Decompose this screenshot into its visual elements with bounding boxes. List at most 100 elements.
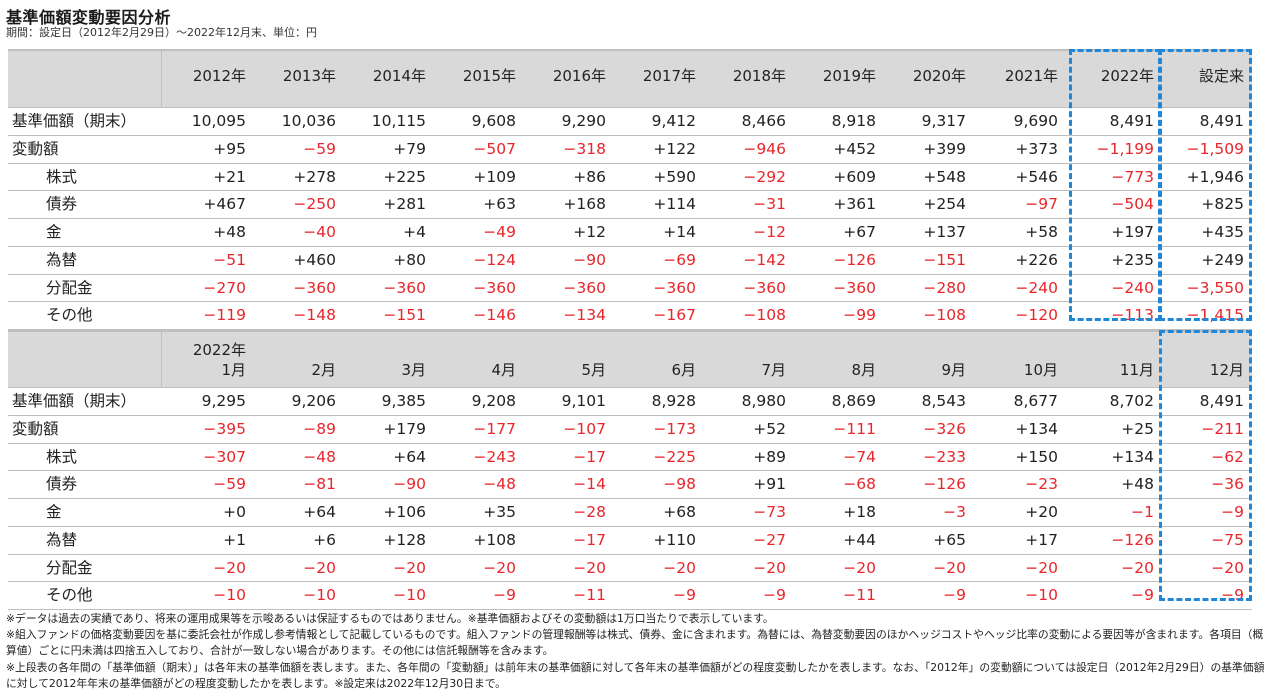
table-cell: −250 (293, 195, 336, 214)
table-cell: 9,690 (1013, 112, 1058, 130)
table-cell: −146 (473, 306, 516, 325)
table-cell: −59 (213, 475, 246, 494)
table-cell: −9 (673, 586, 696, 605)
table-cell: +179 (383, 419, 426, 438)
table-cell: −20 (1025, 558, 1058, 577)
table-cell: −240 (1015, 278, 1058, 297)
table-cell: −151 (923, 250, 966, 269)
table-cell: −113 (1111, 306, 1154, 325)
table-cell: −14 (573, 475, 606, 494)
table-cell: 9,385 (381, 392, 426, 410)
table-cell: −3,550 (1186, 278, 1244, 297)
monthly-column-header: 5月 (581, 361, 606, 379)
table-cell: −98 (663, 475, 696, 494)
table-cell: −20 (1121, 558, 1154, 577)
table-cell: −75 (1211, 530, 1244, 549)
row-label: 変動額 (12, 419, 59, 438)
table-cell: −111 (833, 419, 876, 438)
table-cell: +137 (923, 223, 966, 241)
table-cell: 9,290 (561, 112, 606, 130)
table-cell: −1,415 (1186, 306, 1244, 325)
footnote-1: ※データは過去の実績であり、将来の運用成果等を示唆あるいは保証するものではありま… (6, 612, 774, 625)
table-cell: −126 (833, 250, 876, 269)
monthly-table-row: 基準価額（期末） 9,295 9,206 9,385 9,208 9,101 8,928 8,… (8, 388, 1252, 416)
table-cell: −177 (473, 419, 516, 438)
table-cell: −360 (473, 278, 516, 297)
table-cell: +44 (843, 530, 876, 549)
table-cell: −126 (923, 475, 966, 494)
table-cell: −280 (923, 278, 966, 297)
table-cell: −49 (483, 223, 516, 241)
table-cell: −69 (663, 250, 696, 269)
row-label: 債券 (46, 195, 78, 214)
table-cell: +546 (1015, 167, 1058, 186)
table-cell: +48 (213, 223, 246, 241)
table-cell: +25 (1121, 419, 1154, 438)
table-cell: −395 (203, 419, 246, 438)
table-cell: +548 (923, 167, 966, 186)
annual-column-header: 2012年 (192, 67, 246, 85)
table-cell: −17 (573, 447, 606, 466)
footnotes: ※データは過去の実績であり、将来の運用成果等を示唆あるいは保証するものではありま… (6, 611, 1274, 692)
table-cell: −11 (843, 586, 876, 605)
table-cell: +128 (383, 530, 426, 549)
table-cell: +281 (383, 195, 426, 214)
table-cell: 10,095 (191, 112, 246, 130)
table-cell: −48 (483, 475, 516, 494)
table-cell: 10,036 (281, 112, 336, 130)
row-label: 分配金 (46, 278, 93, 297)
table-cell: −119 (203, 306, 246, 325)
table-cell: +134 (1015, 419, 1058, 438)
annual-column-header: 2014年 (372, 67, 426, 85)
table-cell: −59 (303, 139, 336, 158)
table-cell: 9,608 (471, 112, 516, 130)
annual-column-header: 2013年 (282, 67, 336, 85)
row-label: その他 (46, 586, 93, 605)
table-cell: −10 (303, 586, 336, 605)
table-cell: −9 (1221, 586, 1244, 605)
table-cell: −20 (393, 558, 426, 577)
table-cell: +109 (473, 167, 516, 186)
table-cell: 9,295 (201, 392, 246, 410)
table-cell: +35 (483, 503, 516, 521)
page-subtitle: 期間：設定日（2012年2月29日）〜2022年12月末、単位：円 (6, 26, 317, 39)
row-label: 債券 (46, 475, 78, 494)
table-cell: −108 (923, 306, 966, 325)
table-cell: +435 (1201, 223, 1244, 241)
monthly-column-header: 1月 (221, 361, 246, 379)
table-cell: −48 (303, 447, 336, 466)
table-cell: −74 (843, 447, 876, 466)
row-label: 基準価額（期末） (12, 112, 137, 130)
table-cell: −68 (843, 475, 876, 494)
row-label: 金 (46, 503, 62, 521)
table-cell: −31 (753, 195, 786, 214)
table-cell: 8,543 (921, 392, 966, 410)
table-cell: +68 (663, 503, 696, 521)
table-cell: −1,199 (1096, 139, 1154, 158)
monthly-table-row: 株式 −307 −48 +64 −243 −17 −225 +89 −74 −233 +150 +13… (8, 444, 1252, 472)
table-cell: −51 (213, 250, 246, 269)
table-cell: −20 (303, 558, 336, 577)
table-cell: −20 (213, 558, 246, 577)
table-cell: +110 (653, 530, 696, 549)
monthly-column-header: 2月 (311, 361, 336, 379)
header-separator (161, 332, 162, 387)
table-cell: −9 (943, 586, 966, 605)
table-cell: 9,317 (921, 112, 966, 130)
table-cell: −233 (923, 447, 966, 466)
table-cell: −81 (303, 475, 336, 494)
monthly-table-row: 金 +0 +64 +106 +35 −28 +68 −73 +18 −3 +20 −1 −9 (8, 499, 1252, 527)
table-cell: +122 (653, 139, 696, 158)
table-cell: +6 (313, 530, 336, 549)
row-label: 株式 (46, 447, 78, 466)
table-cell: −151 (383, 306, 426, 325)
table-cell: 9,206 (291, 392, 336, 410)
table-cell: +14 (663, 223, 696, 241)
table-cell: +86 (573, 167, 606, 186)
annual-column-header: 設定来 (1198, 67, 1244, 85)
annual-column-header: 2022年 (1100, 67, 1154, 85)
table-cell: +20 (1025, 503, 1058, 521)
row-label: 基準価額（期末） (12, 392, 137, 410)
annual-table-row: 債券 +467 −250 +281 +63 +168 +114 −31 +361 +254 −97 −… (8, 191, 1252, 219)
table-cell: +65 (933, 530, 966, 549)
